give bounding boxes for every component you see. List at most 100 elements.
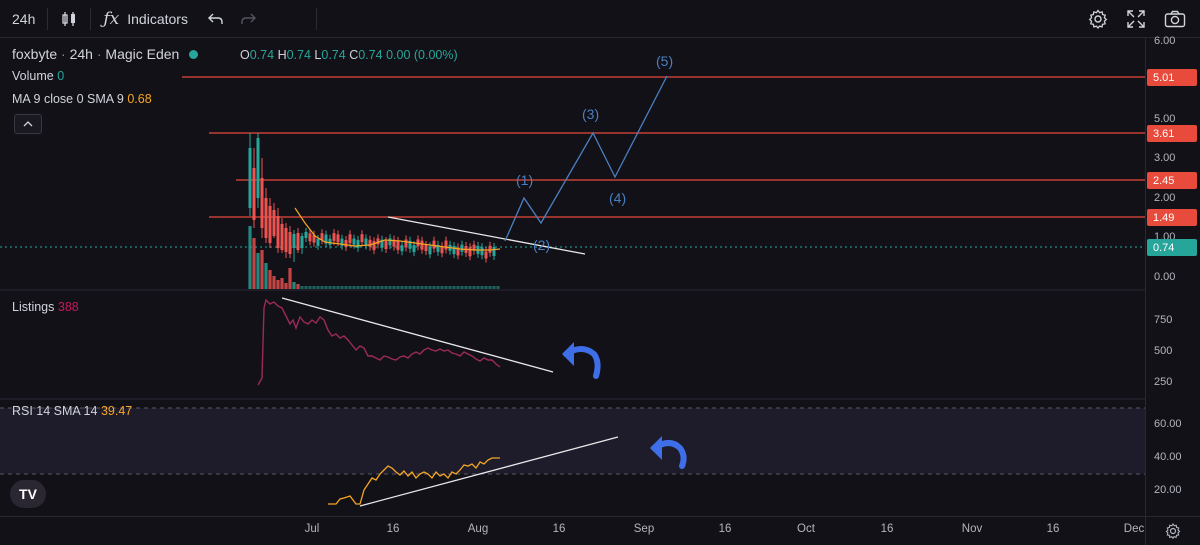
time-label: 16 [880, 523, 894, 535]
candle-body [316, 238, 320, 246]
toolbar-divider [47, 7, 49, 30]
indicators-button[interactable]: ƒx Indicators [91, 0, 200, 38]
toolbar-divider [90, 7, 92, 30]
collapse-legend-button[interactable] [14, 114, 42, 134]
chart-area[interactable]: (5) (3) (1) (4) (2) [0, 38, 1145, 516]
volume-bars [248, 226, 500, 289]
candle-body [256, 138, 260, 198]
listings-arrow-icon [562, 342, 601, 379]
volume-bar [400, 286, 404, 289]
volume-bar [284, 283, 288, 289]
time-label: Sep [633, 523, 655, 535]
candle-body [444, 240, 448, 250]
elliott-wave-path[interactable] [504, 75, 668, 242]
candle-body [368, 239, 372, 247]
time-axis[interactable] [0, 516, 1145, 545]
candle-body [436, 244, 440, 252]
candle-body [324, 234, 328, 244]
volume-bar [452, 286, 456, 289]
volume-bar [296, 284, 300, 289]
close-value: 0.74 [358, 48, 383, 62]
redo-icon[interactable] [232, 0, 264, 38]
volume-bar [392, 286, 396, 289]
rsi-band [0, 408, 1145, 474]
candle-body [364, 238, 368, 246]
volume-bar [312, 286, 316, 289]
volume-legend[interactable]: Volume 0 [12, 69, 64, 83]
volume-bar [300, 286, 304, 289]
volume-bar [416, 286, 420, 289]
price-tag-current: 0.74 [1147, 239, 1197, 256]
candle-body [420, 240, 424, 250]
wave-label-4: (4) [609, 190, 626, 206]
volume-bar [324, 286, 328, 289]
market-status-icon [189, 50, 199, 59]
volume-bar [340, 286, 344, 289]
time-label: 16 [1046, 523, 1060, 535]
open-value: 0.74 [249, 48, 275, 62]
settings-gear-icon [1165, 523, 1181, 539]
candle-body [468, 247, 472, 257]
tradingview-logo[interactable]: TV [10, 480, 46, 508]
price-tag-level: 3.61 [1147, 125, 1197, 142]
candle-body [492, 247, 496, 256]
volume-bar [420, 286, 424, 289]
volume-bar [412, 286, 416, 289]
candle-body [308, 233, 312, 242]
listings-axis-label: 750 [1154, 314, 1173, 326]
volume-bar [408, 286, 412, 289]
undo-icon[interactable] [200, 0, 232, 38]
candle-body [264, 198, 268, 238]
candle-body [472, 244, 476, 251]
logo-text: TV [19, 486, 37, 502]
volume-bar [308, 286, 312, 289]
interval-label: 24h [12, 10, 36, 27]
listings-line [257, 298, 501, 386]
symbol-legend[interactable]: foxbyte · 24h · Magic Eden [12, 46, 208, 62]
fullscreen-icon[interactable] [1126, 9, 1146, 29]
candle-body [292, 234, 296, 248]
symbol-name: foxbyte [12, 46, 58, 62]
candle-body [408, 240, 412, 249]
ma-label: MA 9 close 0 SMA 9 [12, 92, 124, 106]
candle-body [280, 224, 284, 250]
settings-gear-icon[interactable] [1088, 9, 1108, 29]
ma-legend[interactable]: MA 9 close 0 SMA 9 0.68 [12, 92, 152, 106]
candle-body [268, 206, 272, 243]
close-label: C [349, 48, 359, 62]
price-label: 3.00 [1154, 152, 1176, 164]
price-axis[interactable] [1145, 38, 1200, 516]
time-label: 16 [718, 523, 732, 535]
volume-bar [404, 286, 408, 289]
candle-body [348, 234, 352, 244]
ohlc-values: O0.74 H0.74 L0.74 C0.74 0.00 (0.00%) [240, 48, 458, 62]
candle-body [392, 239, 396, 247]
volume-bar [432, 286, 436, 289]
chart-canvas[interactable]: (5) (3) (1) (4) (2) [0, 38, 1145, 516]
low-value: 0.74 [321, 48, 346, 62]
camera-icon[interactable] [1164, 10, 1186, 28]
candle-body [484, 251, 488, 259]
candle-body [260, 178, 264, 228]
volume-bar [288, 268, 292, 289]
candles-icon[interactable] [48, 0, 90, 38]
wave-label-3: (3) [582, 106, 599, 122]
volume-value: 0 [57, 69, 65, 83]
change-value: 0.00 (0.00%) [386, 48, 458, 62]
interval-button[interactable]: 24h [0, 0, 47, 38]
volume-bar [368, 286, 372, 289]
axis-settings-button[interactable] [1145, 516, 1200, 545]
candles[interactable] [248, 133, 496, 263]
listings-legend[interactable]: Listings 388 [12, 300, 79, 314]
volume-bar [464, 286, 468, 289]
volume-bar [360, 286, 364, 289]
chevron-up-icon [23, 121, 33, 127]
volume-bar [256, 253, 260, 289]
listings-trendline[interactable] [281, 297, 554, 373]
price-trendline[interactable] [387, 216, 586, 255]
rsi-trendline[interactable] [359, 436, 619, 507]
volume-bar [380, 286, 384, 289]
rsi-legend[interactable]: RSI 14 SMA 14 39.47 [12, 404, 132, 418]
candle-body [284, 228, 288, 252]
volume-bar [388, 286, 392, 289]
